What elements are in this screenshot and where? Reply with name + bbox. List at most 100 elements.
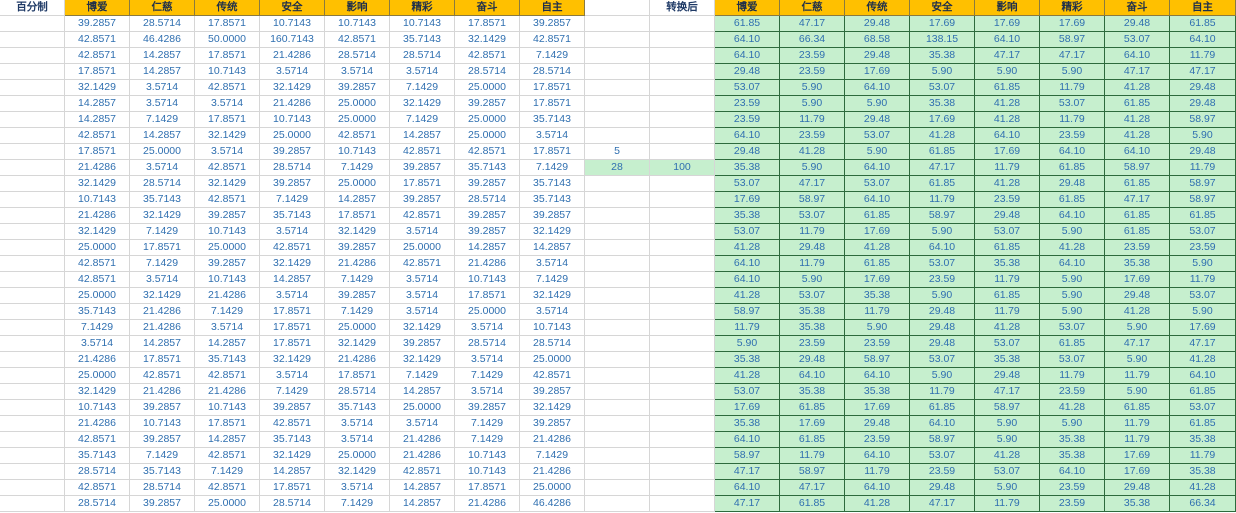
converted-cell[interactable]: 5.90 (845, 96, 910, 112)
converted-cell[interactable]: 35.38 (1040, 448, 1105, 464)
mid-cell[interactable] (585, 0, 650, 16)
converted-cell[interactable]: 29.48 (715, 64, 780, 80)
converted-cell[interactable]: 35.38 (910, 96, 975, 112)
converted-cell[interactable]: 58.97 (845, 352, 910, 368)
right-header-1[interactable]: 仁慈 (780, 0, 845, 16)
score-cell[interactable]: 39.2857 (455, 224, 520, 240)
converted-cell[interactable]: 11.79 (780, 224, 845, 240)
score-cell[interactable]: 21.4286 (260, 96, 325, 112)
converted-cell[interactable]: 11.79 (1040, 112, 1105, 128)
converted-cell[interactable]: 58.97 (1170, 176, 1236, 192)
converted-cell[interactable]: 64.10 (780, 368, 845, 384)
score-cell[interactable]: 21.4286 (65, 352, 130, 368)
row-label-cell[interactable] (0, 256, 65, 272)
score-cell[interactable]: 25.0000 (520, 352, 585, 368)
param-cell[interactable] (585, 128, 650, 144)
score-cell[interactable]: 14.2857 (195, 336, 260, 352)
row-label-cell[interactable] (0, 480, 65, 496)
score-cell[interactable]: 3.5714 (65, 336, 130, 352)
score-cell[interactable]: 17.8571 (390, 176, 455, 192)
score-cell[interactable]: 32.1429 (130, 288, 195, 304)
score-cell[interactable]: 32.1429 (65, 176, 130, 192)
param-cell[interactable] (650, 432, 715, 448)
converted-cell[interactable]: 64.10 (1105, 48, 1170, 64)
score-cell[interactable]: 17.8571 (455, 16, 520, 32)
score-cell[interactable]: 32.1429 (65, 80, 130, 96)
converted-cell[interactable]: 5.90 (1040, 64, 1105, 80)
score-cell[interactable]: 42.8571 (65, 256, 130, 272)
score-cell[interactable]: 25.0000 (455, 304, 520, 320)
converted-cell[interactable]: 11.79 (910, 384, 975, 400)
score-cell[interactable]: 42.8571 (65, 272, 130, 288)
score-cell[interactable]: 14.2857 (65, 96, 130, 112)
score-cell[interactable]: 35.7143 (260, 208, 325, 224)
converted-cell[interactable]: 23.59 (910, 464, 975, 480)
converted-cell[interactable]: 64.10 (1040, 208, 1105, 224)
param-cell[interactable] (650, 96, 715, 112)
converted-cell[interactable]: 23.59 (975, 192, 1040, 208)
score-cell[interactable]: 35.7143 (130, 192, 195, 208)
converted-cell[interactable]: 35.38 (1105, 496, 1170, 512)
converted-cell[interactable]: 53.07 (1170, 288, 1236, 304)
param-cell[interactable] (585, 208, 650, 224)
score-cell[interactable]: 14.2857 (130, 336, 195, 352)
score-cell[interactable]: 28.5714 (65, 496, 130, 512)
param-cell[interactable] (650, 208, 715, 224)
converted-cell[interactable]: 64.10 (1170, 32, 1236, 48)
converted-cell[interactable]: 5.90 (1040, 288, 1105, 304)
converted-cell[interactable]: 11.79 (1105, 368, 1170, 384)
param-cell[interactable] (650, 496, 715, 512)
converted-cell[interactable]: 64.10 (715, 128, 780, 144)
score-cell[interactable]: 10.7143 (195, 272, 260, 288)
param-cell[interactable] (650, 48, 715, 64)
param-cell[interactable] (650, 304, 715, 320)
param-cell[interactable] (585, 64, 650, 80)
right-header-0[interactable]: 博爱 (715, 0, 780, 16)
converted-cell[interactable]: 47.17 (715, 464, 780, 480)
score-cell[interactable]: 35.7143 (195, 352, 260, 368)
converted-cell[interactable]: 29.48 (1170, 80, 1236, 96)
converted-cell[interactable]: 35.38 (975, 256, 1040, 272)
score-cell[interactable]: 32.1429 (260, 256, 325, 272)
converted-cell[interactable]: 5.90 (715, 336, 780, 352)
converted-cell[interactable]: 29.48 (780, 240, 845, 256)
converted-cell[interactable]: 66.34 (1170, 496, 1236, 512)
score-cell[interactable]: 42.8571 (325, 128, 390, 144)
converted-cell[interactable]: 41.28 (715, 288, 780, 304)
score-cell[interactable]: 21.4286 (195, 384, 260, 400)
score-cell[interactable]: 35.7143 (65, 448, 130, 464)
param-cell[interactable] (585, 400, 650, 416)
converted-cell[interactable]: 41.28 (1040, 400, 1105, 416)
converted-cell[interactable]: 68.58 (845, 32, 910, 48)
score-cell[interactable]: 14.2857 (455, 240, 520, 256)
converted-cell[interactable]: 53.07 (845, 176, 910, 192)
score-cell[interactable]: 39.2857 (325, 80, 390, 96)
converted-cell[interactable]: 11.79 (845, 304, 910, 320)
score-cell[interactable]: 25.0000 (455, 112, 520, 128)
converted-cell[interactable]: 23.59 (845, 336, 910, 352)
converted-cell[interactable]: 5.90 (780, 80, 845, 96)
param-cell[interactable] (585, 80, 650, 96)
converted-cell[interactable]: 17.69 (1105, 448, 1170, 464)
score-cell[interactable]: 3.5714 (130, 80, 195, 96)
converted-cell[interactable]: 5.90 (910, 224, 975, 240)
param-cell[interactable] (650, 320, 715, 336)
converted-cell[interactable]: 17.69 (715, 400, 780, 416)
converted-cell[interactable]: 53.07 (780, 288, 845, 304)
score-cell[interactable]: 42.8571 (455, 48, 520, 64)
score-cell[interactable]: 32.1429 (195, 128, 260, 144)
score-cell[interactable]: 3.5714 (325, 64, 390, 80)
score-cell[interactable]: 25.0000 (195, 240, 260, 256)
row-label-cell[interactable] (0, 224, 65, 240)
score-cell[interactable]: 14.2857 (390, 128, 455, 144)
left-header-7[interactable]: 自主 (520, 0, 585, 16)
score-cell[interactable]: 42.8571 (325, 32, 390, 48)
converted-cell[interactable]: 53.07 (975, 224, 1040, 240)
converted-cell[interactable]: 29.48 (845, 48, 910, 64)
converted-cell[interactable]: 29.48 (715, 144, 780, 160)
score-cell[interactable]: 25.0000 (260, 128, 325, 144)
param-cell[interactable] (650, 64, 715, 80)
score-cell[interactable]: 7.1429 (195, 464, 260, 480)
param-cell[interactable] (585, 48, 650, 64)
converted-cell[interactable]: 35.38 (1170, 464, 1236, 480)
